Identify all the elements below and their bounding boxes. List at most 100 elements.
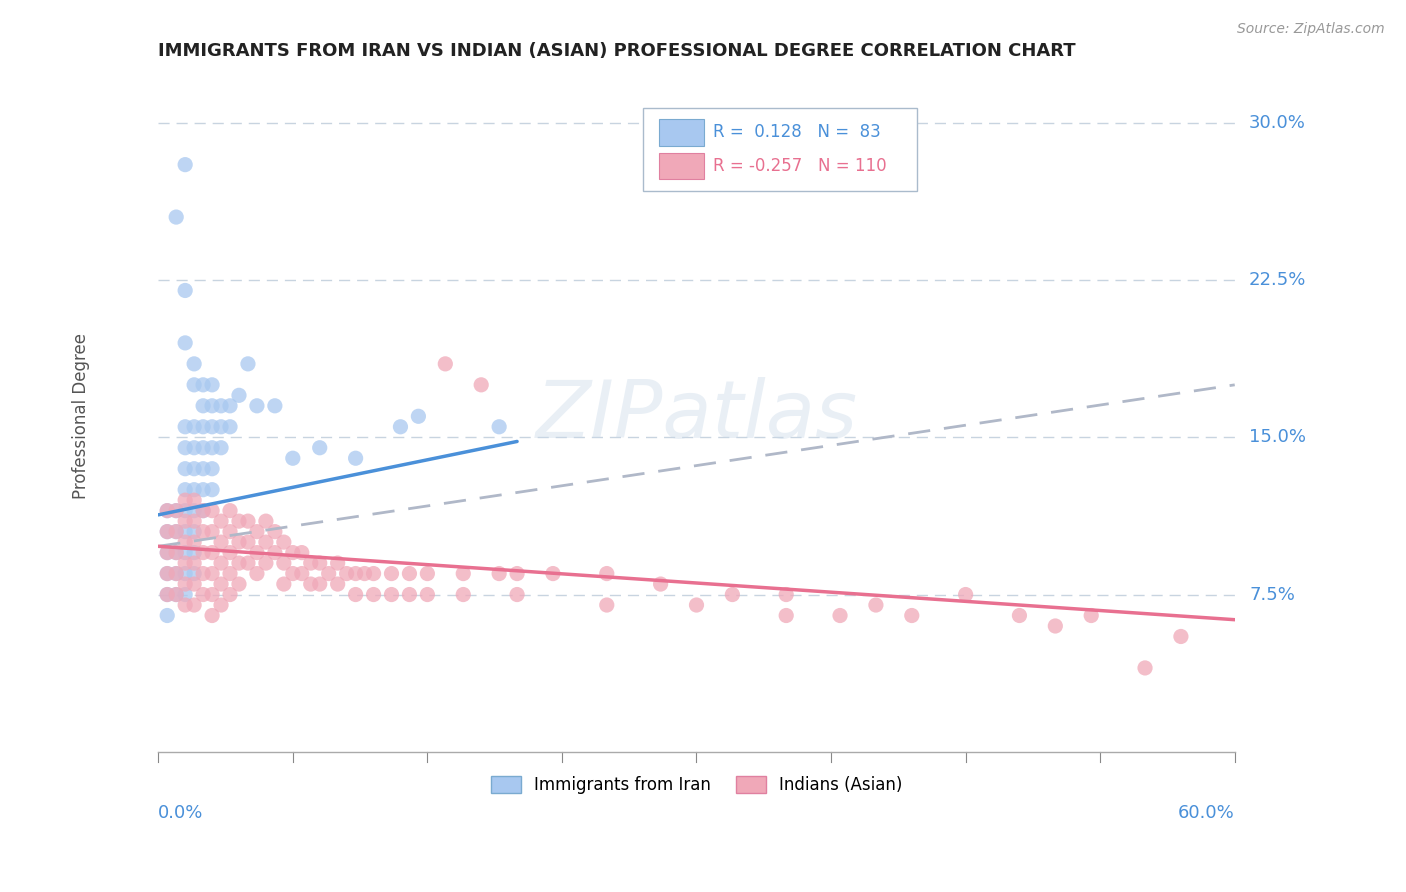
Point — [246, 566, 269, 581]
Point — [336, 566, 359, 581]
Point — [541, 566, 564, 581]
Point — [183, 461, 205, 475]
Point — [201, 566, 224, 581]
Point — [326, 577, 349, 591]
Point — [201, 608, 224, 623]
Point — [191, 503, 214, 517]
Point — [219, 588, 242, 602]
Point — [174, 556, 197, 570]
FancyBboxPatch shape — [659, 153, 704, 179]
Point — [263, 399, 285, 413]
Point — [389, 419, 412, 434]
Point — [191, 566, 214, 581]
Point — [209, 514, 232, 528]
Point — [228, 388, 250, 402]
Point — [263, 524, 285, 539]
Point — [416, 588, 439, 602]
Point — [219, 419, 242, 434]
Point — [174, 419, 197, 434]
Point — [201, 419, 224, 434]
Point — [228, 577, 250, 591]
Point — [183, 483, 205, 497]
Point — [191, 588, 214, 602]
Point — [165, 503, 187, 517]
Point — [201, 399, 224, 413]
Point — [174, 546, 197, 560]
Point — [1133, 661, 1156, 675]
Text: IMMIGRANTS FROM IRAN VS INDIAN (ASIAN) PROFESSIONAL DEGREE CORRELATION CHART: IMMIGRANTS FROM IRAN VS INDIAN (ASIAN) P… — [159, 42, 1076, 60]
Point — [201, 441, 224, 455]
Point — [183, 535, 205, 549]
Point — [165, 524, 187, 539]
Point — [183, 357, 205, 371]
Point — [165, 566, 187, 581]
Text: 15.0%: 15.0% — [1249, 428, 1306, 446]
Point — [596, 598, 619, 612]
Point — [236, 535, 259, 549]
Point — [174, 158, 197, 172]
Point — [201, 503, 224, 517]
Point — [174, 503, 197, 517]
Point — [273, 556, 295, 570]
Point — [254, 514, 277, 528]
Point — [201, 524, 224, 539]
Point — [174, 441, 197, 455]
Point — [209, 535, 232, 549]
Point — [209, 399, 232, 413]
Point — [174, 535, 197, 549]
Point — [174, 598, 197, 612]
Point — [156, 588, 179, 602]
Point — [183, 493, 205, 508]
Point — [191, 546, 214, 560]
Point — [191, 399, 214, 413]
FancyBboxPatch shape — [643, 108, 917, 192]
Point — [254, 535, 277, 549]
FancyBboxPatch shape — [659, 119, 704, 146]
Point — [219, 524, 242, 539]
Point — [955, 588, 977, 602]
Point — [299, 577, 322, 591]
Point — [326, 556, 349, 570]
Point — [291, 566, 314, 581]
Point — [209, 441, 232, 455]
Point — [434, 357, 457, 371]
Point — [828, 608, 851, 623]
Text: 0.0%: 0.0% — [159, 805, 204, 822]
Point — [191, 441, 214, 455]
Point — [685, 598, 707, 612]
Point — [1170, 630, 1192, 644]
Point — [308, 441, 330, 455]
Text: Professional Degree: Professional Degree — [72, 334, 90, 500]
Point — [191, 419, 214, 434]
Point — [201, 461, 224, 475]
Point — [156, 524, 179, 539]
Point — [416, 566, 439, 581]
Point — [236, 514, 259, 528]
Point — [506, 566, 529, 581]
Point — [191, 503, 214, 517]
Point — [156, 566, 179, 581]
Point — [308, 577, 330, 591]
Point — [174, 284, 197, 298]
Point — [183, 441, 205, 455]
Point — [246, 524, 269, 539]
Point — [273, 577, 295, 591]
Text: R =  0.128   N =  83: R = 0.128 N = 83 — [713, 123, 880, 142]
Point — [183, 566, 205, 581]
Point — [408, 409, 430, 424]
Text: Source: ZipAtlas.com: Source: ZipAtlas.com — [1237, 22, 1385, 37]
Point — [201, 483, 224, 497]
Point — [183, 514, 205, 528]
Legend: Immigrants from Iran, Indians (Asian): Immigrants from Iran, Indians (Asian) — [484, 769, 910, 800]
Point — [380, 588, 402, 602]
Point — [775, 588, 797, 602]
Point — [1080, 608, 1102, 623]
Point — [451, 588, 474, 602]
Point — [1008, 608, 1031, 623]
Point — [174, 566, 197, 581]
Point — [156, 566, 179, 581]
Point — [156, 546, 179, 560]
Point — [156, 588, 179, 602]
Point — [183, 556, 205, 570]
Point — [236, 357, 259, 371]
